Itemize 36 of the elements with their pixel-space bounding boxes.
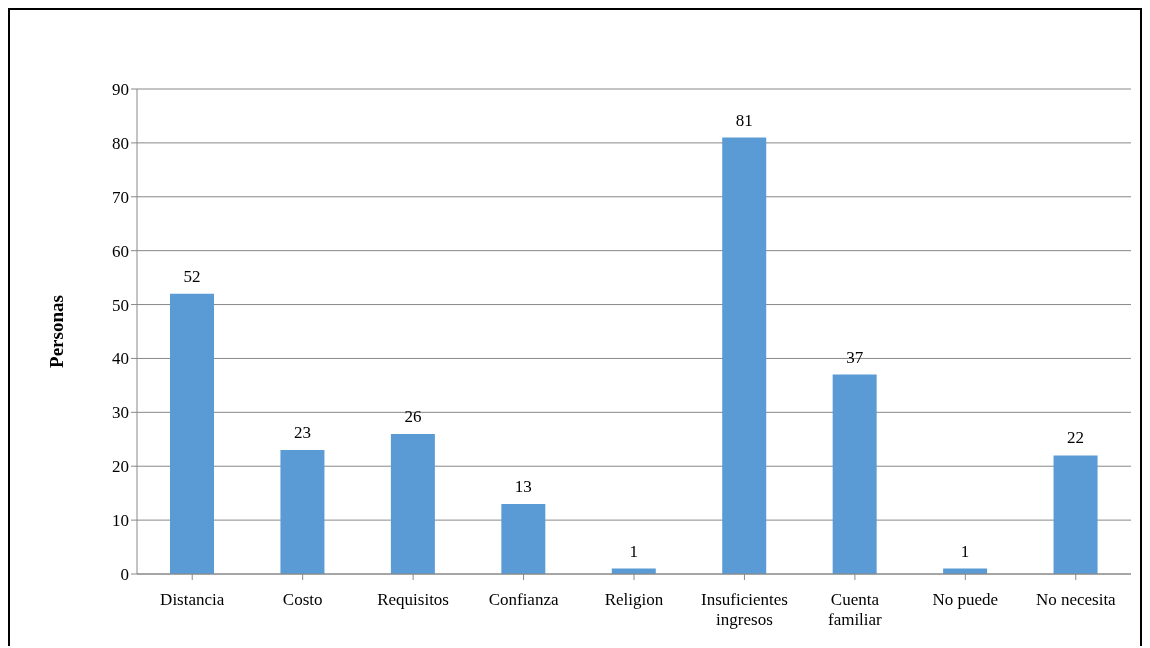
data-label: 37 — [846, 347, 864, 367]
x-tick-label: No necesita — [1035, 590, 1117, 610]
y-axis-title: Personas — [45, 295, 67, 368]
data-label: 22 — [1067, 428, 1085, 448]
data-label: 81 — [735, 110, 753, 130]
bar — [501, 503, 546, 574]
y-tick-label: 60 — [112, 241, 129, 261]
y-tick-label: 10 — [112, 511, 129, 531]
bar — [1053, 455, 1098, 574]
y-tick-label: 90 — [112, 80, 129, 100]
x-tick-label: Costo — [282, 590, 323, 610]
y-tick-label: 0 — [120, 565, 129, 585]
bar — [390, 433, 435, 574]
y-tick-label: 70 — [112, 187, 129, 207]
bar — [832, 374, 877, 574]
x-tick-label: No puede — [932, 590, 999, 610]
y-tick-label: 30 — [112, 403, 129, 423]
x-tick-label: Religion — [604, 590, 664, 610]
bar — [722, 137, 767, 574]
data-label: 26 — [404, 406, 422, 426]
data-label: 23 — [293, 423, 311, 443]
data-label: 13 — [514, 476, 532, 496]
bar — [170, 293, 214, 574]
x-tick-label: Requisitos — [377, 590, 450, 610]
x-tick-label: Insuficientes ingresos — [701, 590, 788, 629]
x-tick-label: Cuenta familiar — [827, 590, 883, 629]
y-tick-label: 80 — [112, 133, 129, 153]
y-tick-label: 20 — [112, 457, 129, 477]
data-label: 52 — [183, 266, 201, 286]
x-tick-label: Distancia — [160, 590, 225, 610]
y-tick-label: 50 — [112, 295, 129, 315]
bar — [280, 450, 325, 574]
y-tick-label: 40 — [112, 349, 129, 369]
data-label: 1 — [629, 541, 639, 561]
x-tick-label: Confianza — [488, 590, 559, 610]
data-label: 1 — [960, 541, 970, 561]
